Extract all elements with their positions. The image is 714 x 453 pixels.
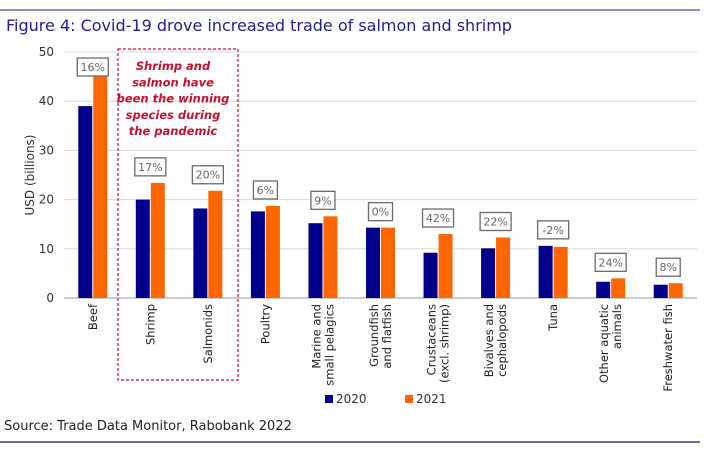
change-label-box (479, 211, 512, 232)
legend-swatch-2021 (405, 395, 413, 403)
change-label-box (594, 252, 627, 272)
bar-2021 (438, 234, 453, 298)
bar-2021 (323, 216, 338, 298)
change-label: -2% (542, 224, 563, 237)
change-label-box (134, 157, 167, 177)
annotation-text: species during (126, 108, 221, 122)
bar-2020 (653, 284, 668, 298)
category-label: Bivalves and (482, 304, 496, 377)
bar-2021 (611, 278, 626, 298)
bar-2020 (250, 211, 265, 298)
change-label: 0% (372, 206, 389, 219)
category-label: (excl. shrimp) (438, 304, 452, 383)
category-label: and flatfish (380, 304, 394, 369)
bar-2021 (265, 205, 280, 298)
annotation-text: the pandemic (129, 124, 218, 138)
category-label: Freshwater fish (661, 304, 675, 392)
y-tick-label: 40 (39, 94, 54, 108)
category-label: Marine and (309, 304, 323, 369)
category-label: Tuna (546, 304, 560, 332)
change-label-box (310, 190, 336, 210)
legend-swatch-2020 (325, 395, 333, 403)
source-note: Source: Trade Data Monitor, Rabobank 202… (4, 419, 292, 434)
category-label: cephalopods (495, 304, 509, 377)
legend: 2020 2021 (325, 392, 447, 406)
bar-2020 (481, 248, 496, 298)
change-label-box (191, 165, 225, 185)
change-label-box (655, 257, 681, 277)
bar-2020 (193, 208, 208, 298)
category-label: Shrimp (143, 304, 157, 345)
change-label-box (421, 208, 455, 228)
bar-2020 (78, 106, 93, 299)
change-label-box (536, 220, 570, 240)
y-tick-label: 30 (39, 143, 54, 157)
bar-2021 (208, 190, 223, 298)
category-label: Salmonids (201, 304, 215, 364)
change-label-box (367, 201, 394, 222)
change-label: 22% (483, 215, 507, 228)
legend-label-2021: 2021 (416, 392, 447, 406)
bar-2020 (366, 227, 380, 298)
bar-2021 (496, 237, 511, 298)
bar-2020 (423, 252, 438, 298)
y-tick-label: 50 (39, 45, 54, 59)
change-label: 20% (196, 169, 220, 182)
highlight-box (117, 48, 239, 381)
bar-2021 (553, 246, 568, 298)
annotation-text: salmon have (132, 75, 214, 89)
y-tick-label: 10 (39, 242, 54, 256)
annotation-text: been the winning (117, 92, 230, 106)
legend-label-2020: 2020 (336, 392, 367, 406)
category-label: Other aquatic (597, 304, 611, 383)
change-label: 17% (138, 161, 162, 174)
chart-title: Figure 4: Covid-19 drove increased trade… (6, 16, 512, 35)
bar-2021 (93, 75, 108, 298)
bar-2020 (538, 245, 553, 298)
bar-2021 (150, 182, 165, 298)
change-label: 16% (81, 61, 105, 74)
change-label: 9% (314, 194, 331, 207)
change-label: 6% (257, 184, 274, 197)
category-label: Groundfish (367, 304, 381, 367)
annotation-text: Shrimp and (136, 59, 211, 73)
category-label: animals (610, 304, 624, 349)
change-label: 8% (660, 261, 677, 274)
category-label: Poultry (258, 304, 272, 344)
category-label: Crustaceans (425, 304, 439, 375)
category-label: small pelagics (322, 304, 336, 386)
change-label: 24% (598, 256, 622, 269)
bar-2020 (308, 223, 323, 298)
y-axis-label: USD (billions) (23, 135, 37, 216)
y-tick-label: 20 (39, 193, 54, 207)
change-label-box (252, 180, 279, 200)
bar-2020 (135, 199, 150, 298)
bar-2020 (596, 281, 611, 298)
change-label-box (76, 57, 109, 77)
category-label: Beef (86, 303, 100, 330)
bar-2021 (381, 227, 395, 298)
change-label: 42% (426, 212, 450, 225)
y-tick-label: 0 (46, 291, 54, 305)
bar-2021 (668, 283, 683, 298)
